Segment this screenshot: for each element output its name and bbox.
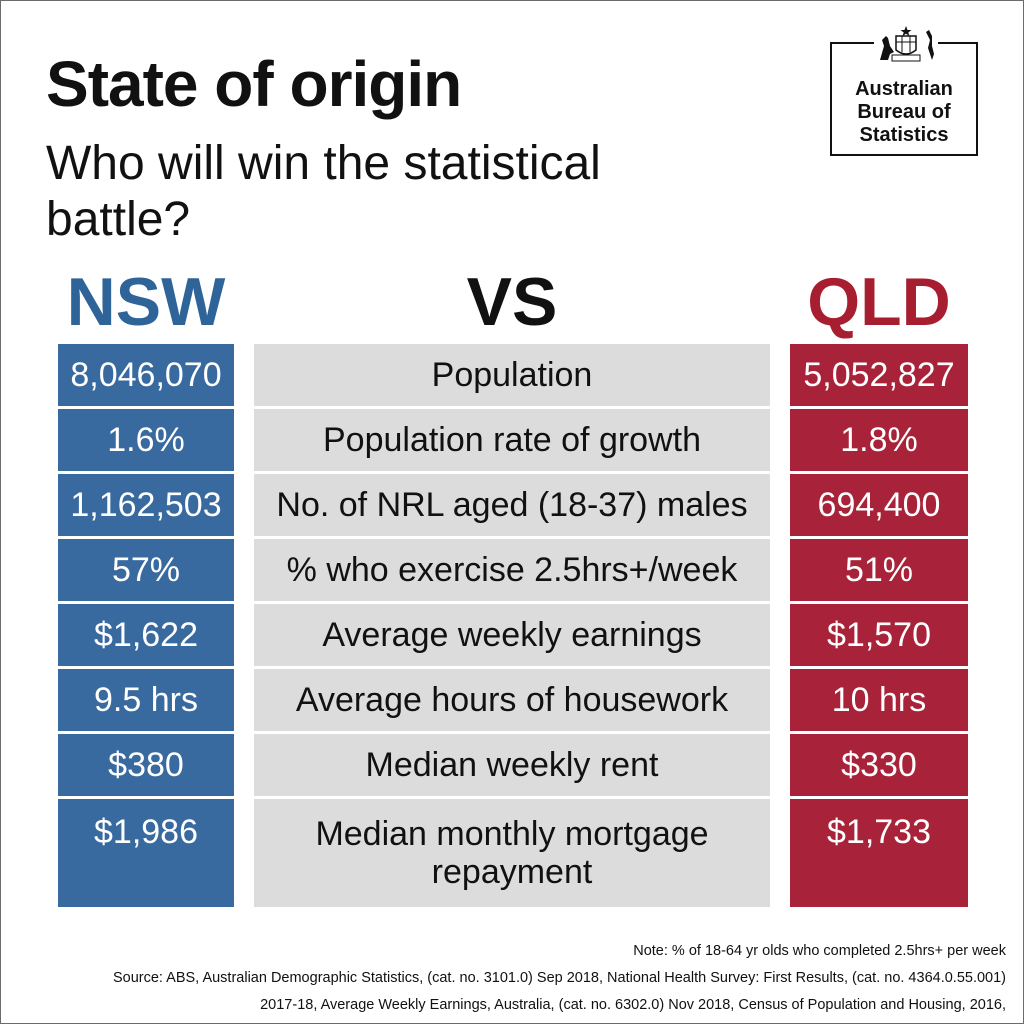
page-subtitle: Who will win the statistical battle? — [46, 137, 601, 246]
coat-of-arms-icon — [874, 24, 938, 64]
nsw-value-population: 8,046,070 — [58, 344, 234, 406]
stat-label-exercise: % who exercise 2.5hrs+/week — [254, 539, 770, 601]
nsw-value-exercise: 57% — [58, 539, 234, 601]
nsw-value-rent: $380 — [58, 734, 234, 796]
footnote-note: Note: % of 18-64 yr olds who completed 2… — [633, 943, 1006, 959]
footnote-source-line: 2017-18, Average Weekly Earnings, Austra… — [260, 997, 1006, 1013]
qld-value-population: 5,052,827 — [790, 344, 968, 406]
stat-label-earnings: Average weekly earnings — [254, 604, 770, 666]
logo-line: Statistics — [859, 124, 949, 146]
stat-label-housework: Average hours of housework — [254, 669, 770, 731]
qld-value-earnings: $1,570 — [790, 604, 968, 666]
qld-value-rent: $330 — [790, 734, 968, 796]
qld-value-nrl-males: 694,400 — [790, 474, 968, 536]
versus-heading: VS — [466, 264, 558, 340]
nsw-value-housework: 9.5 hrs — [58, 669, 234, 731]
stat-label-population: Population — [254, 344, 770, 406]
stat-label-mortgage: Median monthly mortgage repayment — [254, 799, 770, 907]
stat-label-nrl-males: No. of NRL aged (18-37) males — [254, 474, 770, 536]
page-title: State of origin — [46, 48, 462, 120]
footnotes: Note: % of 18-64 yr olds who completed 2… — [16, 938, 1006, 1019]
logo-line: Australian — [855, 78, 953, 100]
stat-label-rent: Median weekly rent — [254, 734, 770, 796]
team-nsw-heading: NSW — [66, 264, 226, 340]
abs-logo: Australian Bureau of Statistics — [830, 24, 978, 156]
abs-logo-text: Australian Bureau of Statistics — [832, 78, 976, 147]
nsw-value-growth: 1.6% — [58, 409, 234, 471]
nsw-value-earnings: $1,622 — [58, 604, 234, 666]
logo-line: Bureau of — [857, 101, 951, 123]
footnote-source-line: Source: ABS, Australian Demographic Stat… — [112, 970, 1006, 986]
stat-label-growth: Population rate of growth — [254, 409, 770, 471]
nsw-value-mortgage: $1,986 — [58, 799, 234, 907]
team-qld-heading: QLD — [807, 264, 951, 340]
nsw-value-nrl-males: 1,162,503 — [58, 474, 234, 536]
qld-value-growth: 1.8% — [790, 409, 968, 471]
qld-value-housework: 10 hrs — [790, 669, 968, 731]
qld-value-mortgage: $1,733 — [790, 799, 968, 907]
qld-value-exercise: 51% — [790, 539, 968, 601]
